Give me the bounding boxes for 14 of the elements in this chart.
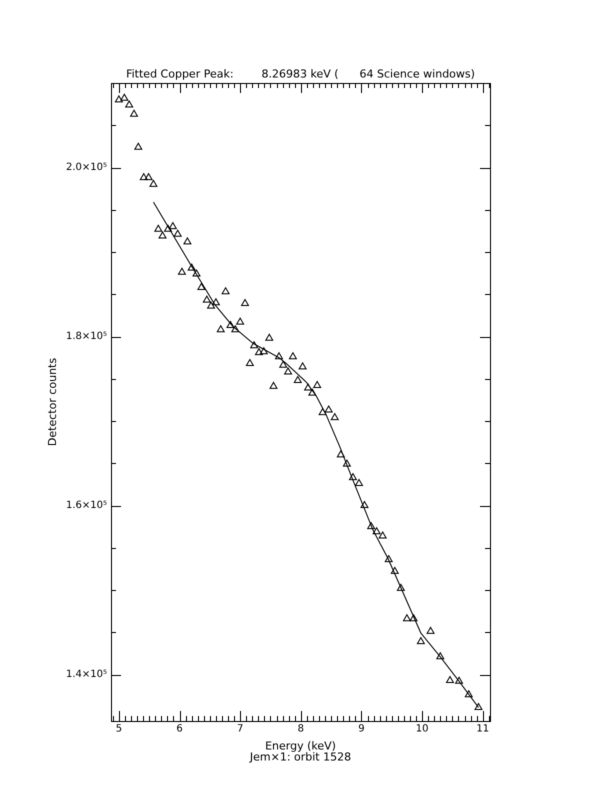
x-axis-title: Energy (keV) [265, 739, 336, 752]
x-tick-label: 7 [236, 724, 244, 735]
x-tick-label: 8 [298, 724, 304, 735]
x-tick-label: 5 [116, 724, 122, 735]
y-axis-title: Detector counts [46, 358, 59, 446]
y-tick-label: 1.6×10⁵ [66, 500, 107, 512]
y-tick-label: 2.0×10⁵ [66, 162, 107, 174]
x-tick-label: 9 [358, 724, 365, 735]
x-tick-label: 10 [416, 724, 428, 735]
x-tick-label: 11 [476, 724, 490, 735]
y-tick-label: 1.4×10⁵ [66, 669, 107, 680]
y-tick-label: 1.8×10⁵ [66, 331, 107, 342]
chart-title: Fitted Copper Peak: 8.26983 keV ( 64 Science windows) [126, 67, 475, 80]
x-tick-label: 6 [176, 724, 183, 735]
